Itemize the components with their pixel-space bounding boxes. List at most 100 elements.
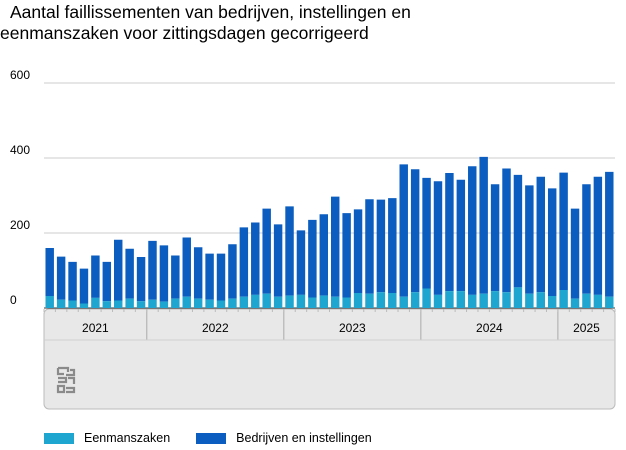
bar-eenmanszaken	[353, 293, 363, 308]
bar-bedrijven	[68, 261, 77, 301]
bar-bedrijven	[502, 168, 511, 293]
bar-eenmanszaken	[547, 296, 557, 308]
bar-eenmanszaken	[376, 292, 386, 308]
bar-eenmanszaken	[605, 296, 614, 308]
bar-bedrijven	[296, 230, 306, 295]
bar-eenmanszaken	[319, 295, 329, 308]
legend-item-bedrijven[interactable]: Bedrijven en instellingen	[196, 431, 372, 445]
bar-eenmanszaken	[399, 296, 408, 308]
legend-swatch-eenmanszaken	[44, 432, 74, 444]
bar-eenmanszaken	[171, 298, 180, 308]
bar-eenmanszaken	[251, 294, 260, 308]
bar-eenmanszaken	[68, 300, 77, 308]
bar-eenmanszaken	[216, 300, 226, 308]
bar-eenmanszaken	[388, 293, 397, 308]
bar-eenmanszaken	[239, 296, 249, 308]
bar-bedrijven	[319, 214, 329, 296]
bar-bedrijven	[513, 174, 523, 288]
bar-eenmanszaken	[559, 290, 568, 308]
bar-bedrijven	[239, 227, 249, 297]
bar-bedrijven	[468, 166, 477, 295]
x-year-label: 2021	[82, 321, 109, 335]
cbs-logo-stroke	[66, 386, 76, 394]
bar-eenmanszaken	[410, 292, 420, 308]
bar-eenmanszaken	[468, 294, 477, 308]
bar-bedrijven	[148, 240, 157, 300]
bar-eenmanszaken	[91, 297, 100, 308]
bar-bedrijven	[56, 256, 66, 300]
bar-eenmanszaken	[79, 303, 89, 308]
bar-eenmanszaken	[525, 293, 534, 308]
x-year-label: 2023	[339, 321, 366, 335]
bar-bedrijven	[228, 244, 237, 299]
bar-bedrijven	[525, 185, 534, 294]
cbs-logo-stroke	[68, 376, 76, 384]
bar-eenmanszaken	[136, 301, 146, 308]
chart-legend: Eenmanszaken Bedrijven en instellingen	[44, 431, 398, 445]
cbs-logo-stroke	[56, 384, 66, 394]
bar-eenmanszaken	[536, 292, 545, 308]
cbs-logo-icon	[56, 366, 76, 394]
bar-bedrijven	[376, 199, 386, 293]
bar-eenmanszaken	[159, 301, 169, 308]
bar-bedrijven	[445, 173, 454, 292]
bar-eenmanszaken	[342, 297, 351, 308]
bar-bedrijven	[79, 268, 89, 304]
bar-eenmanszaken	[490, 291, 500, 308]
bar-eenmanszaken	[308, 297, 317, 308]
bar-eenmanszaken	[205, 299, 214, 308]
bar-bedrijven	[593, 176, 603, 295]
legend-item-eenmanszaken[interactable]: Eenmanszaken	[44, 431, 170, 445]
cbs-logo-stroke	[66, 368, 76, 377]
bar-bedrijven	[114, 239, 123, 301]
bar-bedrijven	[330, 196, 340, 297]
bar-eenmanszaken	[570, 298, 580, 308]
chart-title: Aantal faillissementen van bedrijven, in…	[0, 2, 610, 44]
bar-eenmanszaken	[456, 291, 466, 308]
bar-bedrijven	[410, 169, 420, 293]
bar-bedrijven	[422, 177, 431, 289]
bar-bedrijven	[193, 247, 203, 299]
chart-title-line-1: Aantal faillissementen van bedrijven, in…	[10, 2, 411, 22]
axis-panel	[43, 308, 616, 410]
bar-bedrijven	[205, 253, 214, 300]
x-year-label: 2022	[202, 321, 229, 335]
bar-bedrijven	[262, 208, 271, 294]
bar-bedrijven	[102, 261, 112, 302]
bar-eenmanszaken	[102, 301, 112, 308]
bar-eenmanszaken	[593, 294, 603, 308]
bar-eenmanszaken	[193, 298, 203, 308]
bar-bedrijven	[536, 176, 545, 293]
bar-eenmanszaken	[273, 296, 283, 308]
bar-eenmanszaken	[45, 296, 54, 308]
legend-label-eenmanszaken: Eenmanszaken	[84, 431, 171, 445]
cbs-logo-stroke	[58, 376, 68, 384]
bar-bedrijven	[308, 219, 317, 298]
chart-title-line-2: eenmanszaken voor zittingsdagen gecorrig…	[0, 23, 369, 43]
bar-eenmanszaken	[479, 293, 488, 308]
bar-bedrijven	[285, 206, 294, 296]
bar-bedrijven	[582, 184, 591, 294]
bar-bedrijven	[125, 248, 134, 299]
bar-bedrijven	[45, 248, 54, 296]
bar-eenmanszaken	[445, 291, 454, 308]
cbs-logo-stroke	[56, 368, 64, 376]
bar-eenmanszaken	[285, 295, 294, 308]
y-tick-label: 0	[10, 293, 17, 307]
bar-bedrijven	[559, 172, 568, 290]
bar-bedrijven	[365, 199, 374, 294]
bar-bedrijven	[605, 171, 614, 297]
bar-bedrijven	[136, 257, 146, 302]
legend-swatch-bedrijven	[196, 432, 227, 444]
y-tick-label: 200	[10, 218, 30, 232]
bar-eenmanszaken	[228, 298, 237, 308]
bar-bedrijven	[91, 255, 100, 298]
y-tick-label: 600	[10, 68, 30, 82]
bar-eenmanszaken	[148, 299, 157, 308]
cbs-logo-stroke	[58, 366, 70, 372]
bar-bedrijven	[342, 213, 351, 298]
bar-bedrijven	[159, 245, 169, 302]
legend-label-bedrijven: Bedrijven en instellingen	[236, 431, 372, 445]
bar-eenmanszaken	[502, 292, 511, 308]
